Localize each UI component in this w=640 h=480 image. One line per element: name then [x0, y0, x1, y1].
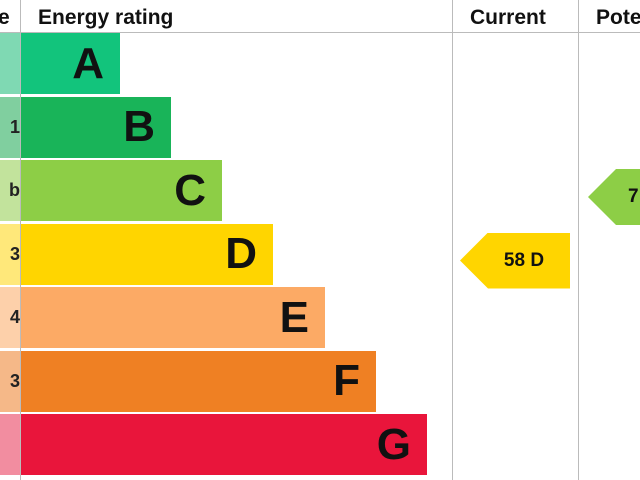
score-label: 4 — [9, 307, 20, 327]
score-cell — [0, 414, 20, 475]
band-letter: D — [225, 229, 257, 278]
score-label: 1 — [9, 116, 20, 137]
potential-arrow: 7 — [588, 169, 640, 225]
potential-header: Pote — [596, 6, 640, 29]
score-cell — [0, 160, 20, 221]
score-cell — [0, 96, 20, 158]
current-header: Current — [470, 6, 546, 29]
band-bar: E — [21, 287, 325, 348]
band-letter: G — [376, 419, 411, 469]
band-bar: B — [21, 96, 171, 158]
band-bar: C — [21, 160, 222, 221]
band-bar: D — [21, 223, 273, 285]
band-letter: C — [174, 165, 206, 215]
divider — [578, 0, 579, 480]
score-header: e — [0, 6, 10, 29]
band-letter: F — [333, 356, 360, 405]
score-cell — [0, 223, 20, 285]
score-label: 3 — [9, 243, 20, 264]
band-letter: B — [123, 102, 155, 151]
divider — [20, 0, 21, 480]
score-cell — [0, 350, 20, 412]
band-letter: A — [72, 38, 104, 88]
divider — [0, 32, 640, 33]
score-cell — [0, 33, 20, 94]
rating-header: Energy rating — [38, 6, 174, 29]
score-cell — [0, 287, 20, 348]
band-letter: E — [279, 292, 309, 342]
band-bar: A — [21, 33, 120, 94]
band-bar: G — [21, 414, 427, 475]
divider — [452, 0, 453, 480]
score-label: 3 — [9, 370, 20, 391]
score-label: b — [9, 180, 20, 200]
current-arrow: 58 D — [460, 232, 570, 289]
band-bar: F — [21, 350, 376, 412]
